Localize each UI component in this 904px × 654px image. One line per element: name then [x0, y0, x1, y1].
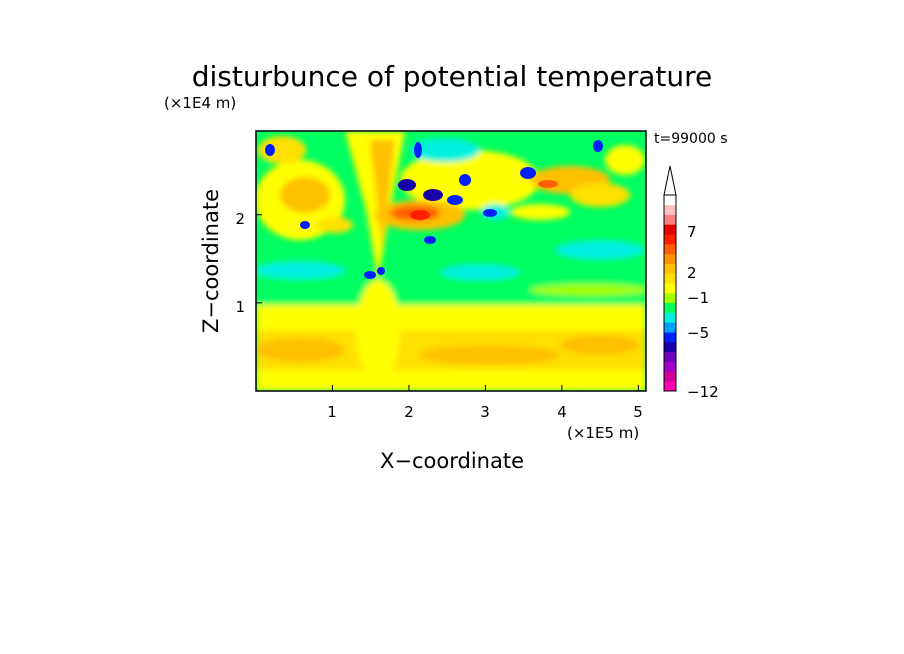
- band-bottom: [256, 380, 646, 391]
- blob-lower-right-orange: [560, 335, 640, 355]
- y-axis-label: Z−coordinate: [199, 189, 223, 333]
- x-tick-5: 5: [633, 403, 643, 421]
- y-tick-2: 2: [235, 210, 245, 228]
- core-blue-10: [377, 267, 385, 275]
- colorbar-cell-4: [664, 342, 676, 353]
- colorbar-cell-7: [664, 312, 676, 323]
- colorbar-extend-arrow: [663, 165, 677, 196]
- chart-title: disturbunce of potential temperature: [192, 60, 713, 93]
- blob-cyan-right: [555, 240, 645, 260]
- colorbar-cell-0: [664, 381, 676, 392]
- blob-upper-right-yellow: [510, 204, 570, 220]
- plume-orange: [370, 140, 395, 250]
- colorbar-label-minus-12: −12: [687, 383, 719, 401]
- blob-cyan-mid: [440, 264, 520, 280]
- core-dark-blue-2: [423, 189, 443, 201]
- blob-top-mid-cyan: [410, 138, 480, 162]
- blob-lower-left-orange: [256, 338, 345, 362]
- blob-upper-left-orange: [280, 177, 330, 213]
- colorbar-cell-1: [664, 371, 676, 382]
- streak-right: [530, 284, 646, 296]
- blob-top-left-gold: [258, 136, 306, 164]
- core-red-2: [538, 180, 558, 188]
- colorbar-cell-14: [664, 244, 676, 255]
- colorbar: 7 2 −1 −5 −12: [663, 165, 719, 401]
- core-blue-1: [447, 195, 463, 205]
- colorbar-cell-6: [664, 322, 676, 333]
- colorbar-cell-9: [664, 293, 676, 304]
- core-blue-9: [364, 271, 376, 279]
- colorbar-cell-19: [664, 195, 676, 206]
- colorbar-cell-15: [664, 234, 676, 245]
- core-blue-2: [459, 174, 471, 186]
- colorbar-cell-2: [664, 361, 676, 372]
- y-axis-ticks: [256, 214, 262, 304]
- y-unit-label: (×1E4 m): [164, 94, 236, 112]
- colorbar-cell-10: [664, 283, 676, 294]
- plume-lower: [356, 280, 400, 380]
- x-tick-2: 2: [404, 403, 414, 421]
- core-blue-6: [265, 144, 275, 156]
- core-blue-8: [593, 140, 603, 152]
- blob-top-right-yellow: [605, 145, 645, 175]
- colorbar-cell-3: [664, 351, 676, 362]
- y-tick-1: 1: [235, 298, 245, 316]
- colorbar-cell-13: [664, 253, 676, 264]
- x-unit-label: (×1E5 m): [567, 424, 639, 442]
- core-blue-7: [300, 221, 310, 229]
- x-tick-4: 4: [557, 403, 567, 421]
- colorbar-cell-12: [664, 263, 676, 274]
- colorbar-cell-18: [664, 204, 676, 215]
- x-tick-1: 1: [327, 403, 337, 421]
- colorbar-cell-8: [664, 302, 676, 313]
- core-blue-4: [483, 209, 497, 217]
- x-tick-3: 3: [480, 403, 490, 421]
- colorbar-label-minus-1: −1: [687, 289, 709, 307]
- plot-frame: [255, 130, 647, 392]
- core-red-1: [410, 210, 430, 220]
- blob-lower-mid-orange: [420, 345, 560, 365]
- core-blue-11: [520, 167, 536, 179]
- colorbar-label-2: 2: [687, 264, 697, 282]
- core-blue-3: [424, 236, 436, 244]
- colorbar-cell-16: [664, 224, 676, 235]
- colorbar-cell-11: [664, 273, 676, 284]
- x-axis-label: X−coordinate: [380, 449, 524, 473]
- contour-field: [256, 131, 646, 391]
- colorbar-label-7: 7: [687, 223, 697, 241]
- core-dark-blue-1: [398, 179, 416, 191]
- colorbar-cell-17: [664, 214, 676, 225]
- blob-upper-left-gold: [317, 217, 353, 233]
- x-axis-ticks: [331, 385, 639, 391]
- colorbar-cell-5: [664, 332, 676, 343]
- core-blue-5: [414, 142, 422, 158]
- time-label: t=99000 s: [654, 131, 728, 147]
- colorbar-label-minus-5: −5: [687, 324, 709, 342]
- blob-cyan-left: [256, 261, 345, 279]
- colorbar-frame: [663, 194, 677, 392]
- blob-upper-right-gold: [570, 183, 630, 207]
